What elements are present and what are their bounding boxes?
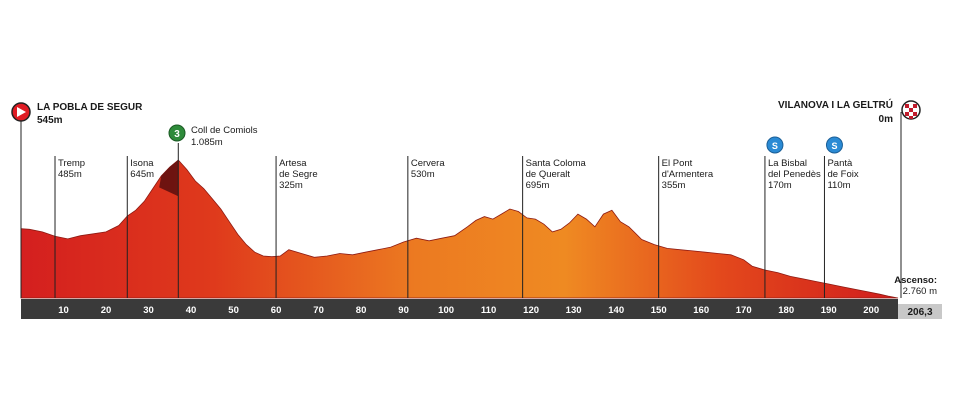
axis-tick-label: 90 (398, 305, 409, 316)
ascent-summary: Ascenso: 2.760 m (894, 275, 937, 297)
finish-altitude: 0m (879, 114, 894, 125)
axis-tick-label: 80 (356, 305, 367, 316)
axis-tick-label: 180 (778, 305, 794, 316)
ascent-label: Ascenso: (894, 275, 937, 286)
axis-tick-label: 100 (438, 305, 454, 316)
sprint-icon (825, 136, 843, 154)
waypoint-name: Isona (130, 158, 154, 169)
climb-summit-shade (159, 160, 179, 197)
waypoint-altitude: 695m (526, 180, 550, 191)
axis-tick-label: 110 (481, 305, 496, 316)
waypoint-name: La Bisbal del Penedès (768, 158, 821, 180)
terrain-area (20, 159, 899, 299)
ascent-value: 2.760 m (903, 286, 937, 297)
axis-tick-label: 30 (143, 305, 154, 316)
waypoint-altitude: 355m (662, 180, 686, 191)
waypoint-altitude: 530m (411, 169, 435, 180)
axis-tick-label: 120 (523, 305, 539, 316)
terrain-layer (20, 159, 899, 299)
axis-tick-label: 160 (693, 305, 709, 316)
total-distance-value: 206,3 (907, 307, 932, 318)
climb-altitude: 1.085m (191, 137, 223, 148)
waypoint-altitude: 645m (130, 169, 154, 180)
waypoint-altitude: 110m (827, 180, 850, 191)
sprint-icon-label: S (831, 141, 837, 151)
start-altitude: 545m (37, 115, 63, 126)
distance-axis: 10 20 30 40 50 60 70 80 90 100 110 120 130 140 150 160 1… (21, 299, 898, 319)
waypoint-altitude: 170m (768, 180, 792, 191)
axis-tick-label: 140 (608, 305, 624, 316)
waypoint-name: Pantà de Foix (827, 158, 858, 180)
axis-tick-label: 200 (863, 305, 879, 316)
sprint-icon (766, 136, 784, 154)
total-distance: 206,3 (898, 304, 942, 319)
waypoint-name: Artesa de Segre (279, 158, 318, 180)
axis-tick-label: 190 (821, 305, 837, 316)
axis-tick-label: 170 (736, 305, 752, 316)
climb-name: Coll de Comiols (191, 125, 258, 136)
axis-bar (21, 299, 898, 319)
waypoint-altitude: 485m (58, 169, 82, 180)
climb-category: 3 (174, 129, 180, 140)
finish-name: VILANOVA I LA GELTRÚ (778, 98, 893, 111)
start-marker: LA POBLA DE SEGUR 545m (11, 102, 143, 298)
start-arrow-icon (17, 107, 26, 117)
climb-marker: 3 Coll de Comiols 1.085m (168, 124, 258, 148)
finish-marker: VILANOVA I LA GELTRÚ 0m (778, 98, 921, 298)
start-name: LA POBLA DE SEGUR (37, 102, 143, 113)
axis-tick-label: 50 (228, 305, 239, 316)
axis-tick-label: 60 (271, 305, 282, 316)
axis-tick-label: 20 (101, 305, 112, 316)
axis-tick-label: 70 (313, 305, 324, 316)
checkered-pattern (905, 104, 917, 119)
waypoint-altitude: 325m (279, 180, 303, 191)
axis-tick-label: 40 (186, 305, 197, 316)
waypoint-name: Tremp (58, 158, 85, 169)
axis-tick-label: 150 (651, 305, 667, 316)
waypoint-name: Santa Coloma de Queralt (526, 158, 587, 180)
waypoint-name: El Pont d'Armentera (662, 158, 714, 180)
sprint-icon-label: S (772, 141, 778, 151)
waypoint-name: Cervera (411, 158, 446, 169)
mountain-category-icon (168, 124, 186, 142)
axis-tick-label: 130 (566, 305, 582, 316)
axis-tick-label: 10 (58, 305, 69, 316)
